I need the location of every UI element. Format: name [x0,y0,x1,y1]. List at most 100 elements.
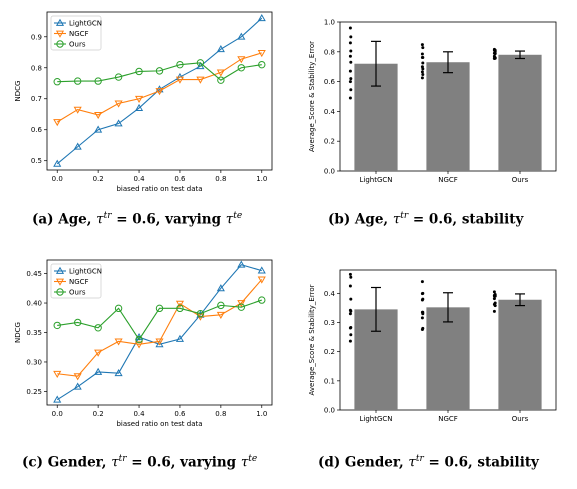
sample-point-lightgcn [349,60,353,64]
x-tick-label: 0.6 [174,175,186,183]
x-tick-label-ours: Ours [512,415,529,423]
data-point-ours [53,321,61,330]
data-point-ngcf [114,100,123,108]
y-axis-label: Average_Score & Stability_Error [308,284,316,395]
sample-point-ours [493,301,497,305]
caption-c-prefix: (c) Gender, [22,454,112,471]
chart-panel-a: 0.0 0.2 0.4 0.6 0.8 1.0 0.5 0.6 0.7 0.8 0.9 biased … [0,0,290,200]
caption-c-sup: tr [118,454,127,464]
bar-ngcf [426,307,470,410]
caption-a-sup2: te [233,211,243,221]
chart-panel-b: 0.0 0.2 0.4 0.6 0.8 1.0 Average_Score & Stabil… [290,0,577,200]
data-point-ours [237,64,246,72]
sample-point-ngcf [420,280,424,284]
x-tick-label: 1.0 [256,175,267,183]
caption-c-symbol: τ [111,454,119,471]
data-point-ours [176,60,184,69]
sample-point-lightgcn [348,41,352,45]
caption-c-eq: = 0.6, varying [126,454,241,471]
x-tick-label: 0.0 [52,410,63,418]
caption-a-prefix: (a) Age, [32,211,97,228]
data-point-ngcf [114,338,123,346]
data-point-ngcf [94,349,103,357]
line-chart-gender: 0.0 0.2 0.4 0.6 0.8 1.0 0.25 0.30 0.35 0.40 0.45 bi… [14,259,273,428]
series-line-lightgcn [56,17,263,165]
data-point-ngcf [134,341,144,349]
x-tick-label: 0.2 [93,410,104,418]
caption-d: (d) Gender, τtr = 0.6, stability [318,454,539,471]
y-tick-label: 0.2 [324,348,335,356]
y-tick-label: 0.2 [324,138,335,146]
y-tick-label: 0.5 [31,157,42,165]
sample-point-ours [492,290,496,294]
sample-point-lightgcn [349,35,353,39]
data-point-ours [258,296,266,304]
sample-point-lightgcn [348,80,352,84]
y-tick-label: 0.25 [26,388,42,396]
plot-frame [46,11,273,171]
data-point-ours [94,324,102,332]
sample-point-ngcf [421,310,425,314]
x-tick-label: 0.4 [133,410,145,418]
y-tick-label: 0.1 [324,377,335,385]
sample-point-ngcf [421,67,425,71]
x-tick-label-ours: Ours [512,176,529,184]
bar-chart-age: 0.0 0.2 0.4 0.6 0.8 1.0 Average_Score & Stabil… [308,19,557,184]
bar-ours [498,54,542,171]
x-tick-label-lightgcn: LightGCN [359,176,392,184]
data-point-ngcf [175,300,185,308]
x-axis-label: biased ratio on test data [116,420,202,428]
sample-point-ours [492,309,496,313]
sample-point-ngcf [421,72,425,76]
y-tick-label: 0.40 [26,300,42,308]
data-point-ours [217,301,225,310]
data-point-ngcf [237,300,246,308]
data-point-lightgcn [94,125,103,133]
sample-point-lightgcn [348,284,352,288]
data-point-lightgcn [257,13,266,22]
data-point-ngcf [94,111,103,120]
y-tick-label: 0.7 [31,95,42,103]
caption-d-prefix: (d) Gender, [318,454,409,471]
chart-panel-c: 0.0 0.2 0.4 0.6 0.8 1.0 0.25 0.30 0.35 0.40 0.45 bi… [0,250,290,450]
legend-marker-ours [56,288,64,296]
data-point-lightgcn [237,32,246,40]
bar-chart-gender: 0.0 0.1 0.2 0.3 0.4 Average_Score & Stability… [308,269,557,423]
data-point-ours [237,303,246,311]
x-tick-label: 0.2 [93,175,104,183]
x-tick-label-ngcf: NGCF [438,415,458,423]
sample-point-ngcf [420,43,424,47]
y-tick-label: 0.6 [324,78,336,86]
legend-marker-lightgcn [55,266,65,274]
caption-a-eq: = 0.6, varying [111,211,226,228]
data-point-lightgcn [114,368,123,377]
sample-point-ours [492,297,496,301]
data-point-lightgcn [53,159,62,167]
data-point-lightgcn [94,367,103,375]
sample-point-lightgcn [349,49,353,53]
sample-point-ours [493,293,497,296]
x-tick-label: 1.0 [256,410,267,418]
sample-point-ngcf [421,46,425,50]
sample-point-ngcf [420,316,424,320]
y-tick-label: 0.4 [324,108,336,116]
data-point-ours [94,77,102,85]
data-point-ngcf [155,88,164,96]
sample-point-lightgcn [348,312,352,316]
sample-point-lightgcn [348,272,352,276]
legend-marker-lightgcn [55,18,65,26]
sample-point-ngcf [421,291,425,295]
data-point-ngcf [257,49,266,58]
bar-ngcf [426,62,470,172]
y-axis-label: NDCG [14,322,22,343]
sample-point-lightgcn [348,26,352,30]
sample-point-lightgcn [348,339,352,343]
legend-label-lightgcn: LightGCN [69,20,102,28]
x-tick-label: 0.4 [133,175,145,183]
y-tick-label: 0.0 [324,407,335,415]
data-point-lightgcn [175,334,185,342]
sample-point-lightgcn [349,275,353,279]
data-point-lightgcn [53,395,62,403]
sample-point-lightgcn [348,54,352,58]
caption-b-prefix: (b) Age, [328,211,393,228]
